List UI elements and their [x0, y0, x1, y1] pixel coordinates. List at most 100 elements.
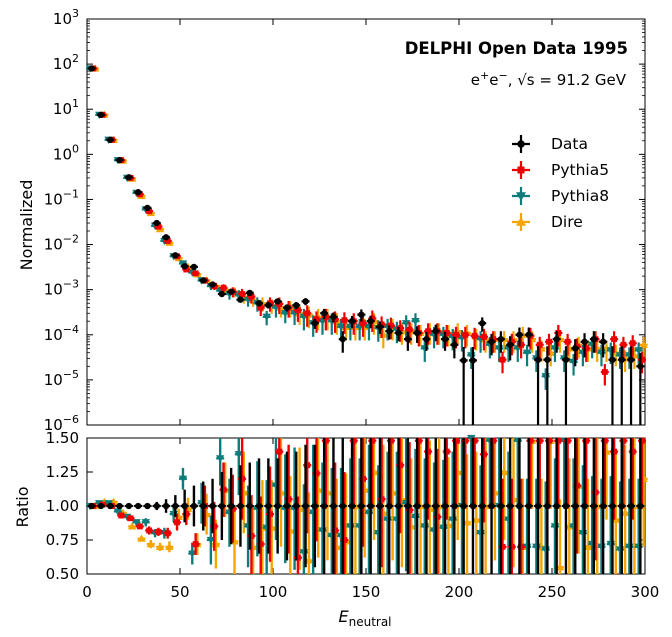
- ratio-point: [348, 502, 356, 510]
- ratio-point: [611, 515, 620, 523]
- top-point: [522, 349, 532, 357]
- legend-label: Dire: [551, 213, 583, 231]
- ratio-point: [620, 508, 630, 516]
- ratio-point: [162, 502, 170, 510]
- top-point: [387, 322, 394, 329]
- ratio-point: [600, 502, 607, 510]
- ratio-point: [508, 543, 515, 550]
- ratio-point: [257, 541, 264, 548]
- top-point: [274, 298, 281, 305]
- top-point: [348, 318, 356, 325]
- ratio-point: [488, 502, 495, 510]
- ratio-point: [451, 502, 458, 510]
- bottom-y-tick-label: 0.50: [46, 565, 79, 583]
- ratio-point: [471, 437, 478, 444]
- ratio-point: [592, 489, 599, 496]
- x-tick-label: 150: [352, 583, 381, 601]
- ratio-point: [358, 502, 365, 510]
- ratio-point: [572, 502, 579, 510]
- top-point: [144, 204, 151, 212]
- ratio-point: [627, 502, 635, 510]
- ratio-point: [188, 550, 197, 558]
- ratio-point: [190, 502, 198, 510]
- top-point: [488, 338, 495, 345]
- ratio-point: [274, 502, 281, 510]
- ratio-point: [206, 536, 216, 545]
- ratio-point: [218, 502, 226, 510]
- subtitle-e2: e: [489, 71, 498, 89]
- bottom-y-axis-label: Ratio: [13, 486, 32, 527]
- ratio-point: [480, 451, 487, 458]
- top-point: [257, 304, 264, 311]
- ratio-point: [414, 502, 421, 510]
- ratio-point: [283, 502, 291, 510]
- legend-item-dire: Dire: [512, 213, 583, 231]
- top-point: [255, 300, 263, 307]
- ratio-point: [276, 448, 283, 455]
- top-y-axis-label: Normalized: [17, 180, 36, 271]
- ratio-point: [285, 496, 292, 503]
- top-panel: 103 102 101 100 10−1 10−2 10−3 10−4 10−5 10−6 DEL…: [17, 7, 648, 434]
- top-point: [546, 338, 552, 345]
- ratio-point: [434, 513, 441, 520]
- x-tick-label: 0: [82, 583, 92, 601]
- ratio-point: [573, 482, 580, 489]
- x-tick-label: 100: [259, 583, 288, 601]
- top-point: [281, 310, 290, 318]
- ratio-point: [255, 502, 263, 510]
- top-point: [499, 356, 506, 363]
- top-point: [107, 136, 114, 143]
- top-point: [209, 281, 216, 288]
- top-y-tick-label: 10−4: [44, 323, 79, 344]
- ratio-point: [609, 502, 616, 510]
- ratio-point: [183, 511, 190, 518]
- ratio-point: [239, 475, 246, 482]
- legend-marker: [517, 166, 525, 174]
- ratio-point: [469, 502, 477, 510]
- ratio-point: [376, 502, 384, 510]
- ratio-point: [583, 542, 593, 550]
- subtitle-plus: +: [480, 69, 489, 82]
- ratio-point: [209, 502, 216, 510]
- top-point: [620, 341, 627, 348]
- top-point: [395, 329, 402, 337]
- top-point: [518, 341, 525, 348]
- top-y-tick-label: 100: [53, 142, 79, 163]
- ratio-point: [564, 437, 571, 444]
- top-point: [460, 357, 467, 364]
- top-point: [618, 356, 625, 363]
- ratio-point: [553, 502, 560, 510]
- top-point: [581, 338, 588, 345]
- ratio-point: [350, 437, 357, 444]
- ratio-point: [462, 437, 469, 444]
- legend-marker: [516, 217, 526, 226]
- top-point: [262, 313, 271, 322]
- top-point: [172, 252, 179, 259]
- ratio-point: [127, 522, 137, 530]
- ratio-point: [313, 470, 320, 477]
- top-point: [441, 335, 449, 343]
- bottom-y-tick-label: 1.25: [46, 463, 79, 481]
- top-point: [639, 340, 648, 348]
- legend-item-pythia5: Pythia5: [512, 161, 609, 179]
- top-point: [369, 315, 376, 322]
- top-point: [220, 284, 227, 291]
- top-point: [414, 329, 421, 337]
- ratio-point: [499, 543, 506, 550]
- top-y-tick-label: 10−5: [44, 368, 79, 389]
- top-point: [367, 318, 374, 325]
- ratio-point: [527, 437, 534, 444]
- top-point: [451, 341, 458, 348]
- top-point: [627, 356, 635, 363]
- ratio-point: [178, 475, 188, 483]
- ratio-point: [555, 563, 565, 571]
- top-point: [564, 338, 571, 345]
- bottom-x-axis: 0 50 100 150 200 250 300: [82, 438, 659, 601]
- top-point: [600, 338, 607, 345]
- legend-label: Data: [551, 135, 588, 153]
- ratio-point: [146, 527, 153, 534]
- top-point: [572, 345, 579, 352]
- subtitle-rest: , √s = 91.2 GeV: [508, 71, 627, 89]
- legend-marker: [517, 140, 525, 148]
- ratio-point: [192, 541, 199, 548]
